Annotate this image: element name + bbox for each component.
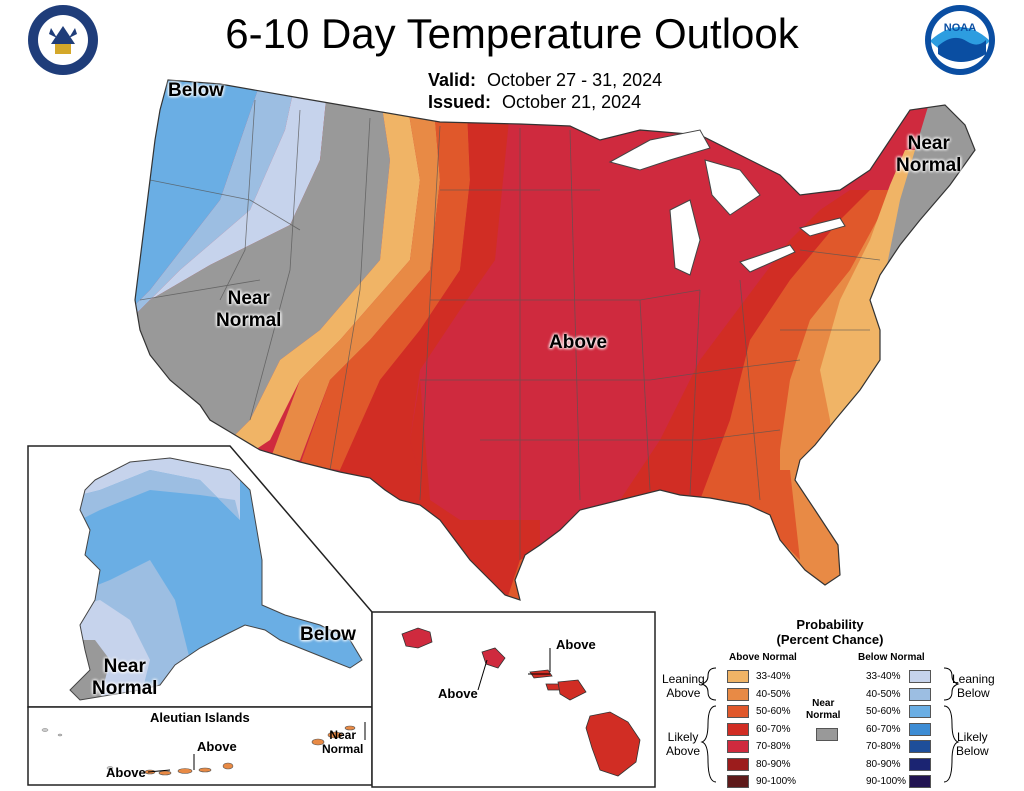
legend-title-line2: (Percent Chance) — [776, 632, 884, 647]
legend-leaning-above-label: Leaning Above — [662, 672, 705, 700]
leaning-above-line2: Above — [666, 686, 701, 700]
page-title: 6-10 Day Temperature Outlook — [225, 10, 799, 57]
noaa-logo: NOAA — [924, 4, 996, 76]
legend-below-swatch-0 — [909, 670, 931, 683]
legend-leaning-below-label: Leaning Below — [952, 672, 995, 700]
alaska-near-normal-line1: Near — [103, 656, 146, 677]
legend-above-swatch-4 — [727, 740, 749, 753]
department-of-commerce-seal — [27, 4, 99, 76]
legend-title-line1: Probability — [796, 617, 864, 632]
legend-above-swatch-2 — [727, 705, 749, 718]
legend-above-header: Above Normal — [729, 652, 797, 663]
alaska-near-normal-line2: Normal — [92, 678, 158, 699]
alaska-below-label: Below — [300, 624, 356, 645]
legend-below-swatch-5 — [909, 757, 931, 771]
issued-line: Issued: October 21, 2024 — [428, 92, 641, 113]
legend-likely-above-label: Likely Above — [666, 730, 700, 758]
legend-below-swatch-2 — [909, 705, 931, 718]
leaning-below-line2: Below — [957, 686, 990, 700]
legend-below-range-4: 70-80% — [866, 741, 901, 752]
legend-below-range-2: 50-60% — [866, 706, 901, 717]
leaning-below-line1: Leaning — [952, 672, 995, 686]
alaska-near-normal-label: Near Normal — [92, 656, 157, 700]
legend-above-swatch-0 — [727, 670, 749, 683]
aleutian-above-label-2: Above — [106, 765, 146, 780]
near-normal-ne-line1: Near — [907, 133, 950, 154]
legend-braces — [700, 667, 960, 783]
issued-value: October 21, 2024 — [502, 92, 642, 112]
valid-line: Valid: October 27 - 31, 2024 — [428, 70, 662, 91]
legend-below-range-1: 40-50% — [866, 688, 901, 700]
likely-above-line1: Likely — [667, 730, 699, 744]
legend-near-line1: Near — [812, 698, 835, 709]
aleutian-near-normal-label: Near Normal — [322, 728, 363, 756]
valid-label: Valid: — [428, 70, 477, 90]
aleutian-near-normal-line1: Near — [329, 728, 357, 742]
legend-above-range-0: 33-40% — [756, 671, 791, 682]
leaning-above-line1: Leaning — [662, 672, 705, 686]
aleutian-near-normal-line2: Normal — [322, 742, 364, 756]
legend-above-swatch-5 — [727, 757, 749, 771]
legend-likely-below-label: Likely Below — [956, 730, 989, 758]
legend-below-range-3: 60-70% — [866, 723, 901, 735]
legend-above-range-1: 40-50% — [756, 688, 791, 700]
likely-above-line2: Above — [666, 744, 701, 758]
legend-below-swatch-4 — [909, 740, 931, 753]
legend-near-line2: Normal — [806, 710, 841, 721]
legend-above-swatch-1 — [727, 687, 749, 701]
legend-below-range-6: 90-100% — [866, 776, 907, 787]
legend-above-range-6: 90-100% — [756, 776, 797, 787]
legend-above-swatch-3 — [727, 722, 749, 736]
issued-label: Issued: — [428, 92, 492, 112]
hawaii-above-label-1: Above — [556, 637, 596, 652]
near-normal-west-line1: Near — [227, 288, 270, 309]
near-normal-west-line2: Normal — [216, 310, 282, 331]
legend-below-swatch-3 — [909, 722, 931, 736]
near-normal-ne-line2: Normal — [896, 155, 962, 176]
likely-below-line1: Likely — [957, 730, 988, 744]
legend-above-range-5: 80-90% — [756, 758, 791, 770]
legend-above-range-3: 60-70% — [756, 723, 791, 735]
aleutian-above-label-1: Above — [197, 739, 237, 754]
legend-below-swatch-1 — [909, 687, 931, 701]
conus-near-normal-west-label: Near Normal — [216, 288, 281, 332]
noaa-logo-text: NOAA — [944, 22, 976, 34]
hawaii-above-label-2: Above — [438, 686, 478, 701]
conus-near-normal-ne-label: Near Normal — [896, 133, 961, 177]
legend-below-range-0: 33-40% — [866, 671, 901, 682]
legend-near-normal-swatch — [816, 728, 838, 741]
conus-below-label: Below — [168, 80, 224, 101]
likely-below-line2: Below — [956, 744, 989, 758]
legend-above-range-2: 50-60% — [756, 706, 791, 717]
legend-near-normal-label: Near Normal — [806, 698, 840, 722]
valid-value: October 27 - 31, 2024 — [487, 70, 663, 90]
legend-title: Probability (Percent Chance) — [760, 617, 900, 647]
legend-above-range-4: 70-80% — [756, 741, 791, 752]
legend-below-swatch-6 — [909, 775, 931, 788]
conus-above-label: Above — [549, 332, 608, 353]
legend-below-header: Below Normal — [858, 652, 925, 663]
aleutian-title: Aleutian Islands — [150, 710, 250, 725]
legend-below-range-5: 80-90% — [866, 758, 901, 770]
legend-above-swatch-6 — [727, 775, 749, 788]
